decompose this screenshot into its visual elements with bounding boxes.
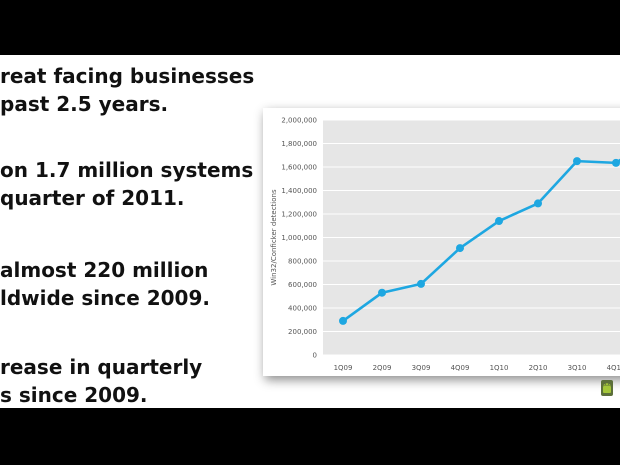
y-tick-label: 1,000,000: [281, 234, 317, 242]
bullet-1-line-1: reat facing businesses: [0, 64, 255, 88]
bullet-4: rease in quarterly s since 2009.: [0, 353, 202, 408]
bullet-1-line-2: past 2.5 years.: [0, 92, 169, 116]
y-tick-label: 200,000: [288, 328, 317, 336]
data-point: [495, 217, 503, 226]
y-tick-label: 600,000: [288, 281, 317, 289]
bullet-4-line-2: s since 2009.: [0, 383, 148, 407]
chart-grid: [323, 119, 620, 356]
x-tick-label: 4Q10: [607, 364, 620, 372]
presentation-slide: reat facing businesses past 2.5 years. o…: [0, 55, 620, 408]
x-tick-label: 1Q09: [334, 364, 353, 372]
bullet-2: on 1.7 million systems quarter of 2011.: [0, 156, 253, 212]
bullet-3-line-1: almost 220 million: [0, 258, 209, 282]
data-point: [534, 199, 542, 208]
y-axis-label: Win32/Conficker detections: [270, 189, 278, 286]
x-tick-labels: 1Q092Q093Q094Q091Q102Q103Q104Q101Q11: [334, 364, 620, 372]
x-tick-label: 3Q10: [568, 364, 587, 372]
bullet-1: reat facing businesses past 2.5 years.: [0, 62, 254, 118]
x-tick-label: 1Q10: [490, 364, 509, 372]
data-point: [612, 158, 620, 167]
data-point: [417, 279, 425, 288]
bullet-3: almost 220 million ldwide since 2009.: [0, 256, 210, 312]
x-tick-label: 2Q10: [529, 364, 548, 372]
y-tick-labels: 0 200,000 400,000 600,000 800,000 1,000,000 1,…: [281, 117, 317, 360]
android-icon: [601, 380, 613, 396]
x-tick-label: 3Q09: [412, 364, 431, 372]
y-tick-label: 800,000: [288, 258, 317, 266]
chart-svg: 0 200,000 400,000 600,000 800,000 1,000,000 1,…: [270, 117, 620, 372]
data-point: [456, 244, 464, 253]
x-tick-label: 4Q09: [451, 364, 470, 372]
data-points: [339, 157, 620, 325]
conficker-chart: 0 200,000 400,000 600,000 800,000 1,000,000 1,…: [263, 108, 620, 376]
bullet-3-line-2: ldwide since 2009.: [0, 286, 210, 310]
bullet-2-line-2: quarter of 2011.: [0, 186, 185, 210]
y-tick-label: 1,600,000: [281, 164, 317, 172]
y-tick-label: 0: [313, 352, 317, 360]
y-tick-label: 2,000,000: [281, 117, 317, 125]
data-point: [573, 157, 581, 166]
bullet-2-line-1: on 1.7 million systems: [0, 158, 254, 182]
y-tick-label: 1,400,000: [281, 187, 317, 195]
bullet-4-line-1: rease in quarterly: [0, 355, 203, 379]
y-tick-label: 400,000: [288, 305, 317, 313]
data-point: [339, 316, 347, 325]
data-point: [378, 288, 386, 297]
y-tick-label: 1,800,000: [281, 140, 317, 148]
x-tick-label: 2Q09: [373, 364, 392, 372]
y-tick-label: 1,200,000: [281, 211, 317, 219]
